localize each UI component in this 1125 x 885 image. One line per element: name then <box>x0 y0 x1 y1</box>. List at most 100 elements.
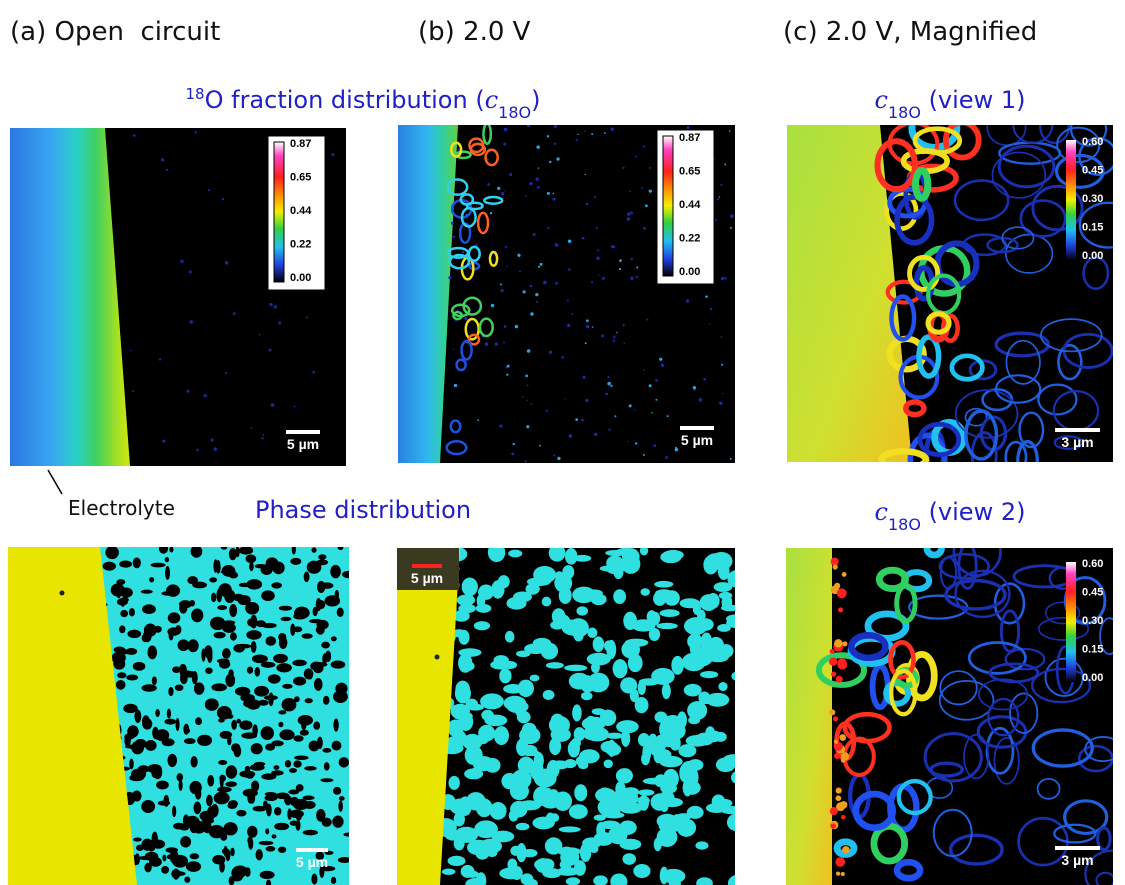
particle <box>458 648 482 657</box>
particle <box>616 548 636 556</box>
pore <box>230 847 235 857</box>
particle <box>508 549 523 558</box>
pore <box>254 667 261 677</box>
pore <box>291 547 296 555</box>
pore <box>219 730 232 739</box>
speck <box>724 277 727 280</box>
speck <box>634 409 636 411</box>
colorbar-tick-label: 0.30 <box>1082 193 1103 205</box>
pore <box>117 672 127 679</box>
speck <box>489 212 493 215</box>
pore <box>323 762 330 771</box>
pore <box>141 799 156 814</box>
pore <box>278 605 293 611</box>
pore <box>245 601 260 615</box>
particle <box>586 715 596 726</box>
particle <box>463 593 474 602</box>
pore <box>162 854 167 862</box>
pore <box>250 763 265 771</box>
particle <box>487 548 506 563</box>
pore <box>261 622 277 629</box>
speck <box>584 130 586 132</box>
speck <box>729 457 732 460</box>
colorbar-tick-label: 0.45 <box>1082 164 1103 176</box>
colorbar <box>1066 140 1076 260</box>
particle <box>715 757 735 773</box>
pore <box>274 822 290 831</box>
loop <box>1054 153 1105 189</box>
speck <box>506 364 510 368</box>
particle <box>491 830 515 843</box>
pore <box>297 714 313 726</box>
particle <box>558 826 581 833</box>
image-panel <box>786 548 1113 885</box>
blob <box>482 125 493 146</box>
pore <box>278 721 284 728</box>
loop <box>1001 226 1035 250</box>
particle <box>460 864 475 878</box>
speck <box>203 394 207 398</box>
pore <box>147 840 156 852</box>
speck <box>610 384 613 388</box>
pore <box>195 717 202 726</box>
particle <box>504 630 515 643</box>
pore <box>132 837 142 842</box>
loop <box>907 254 941 292</box>
loop <box>1004 440 1028 462</box>
particle <box>509 782 529 801</box>
pore <box>141 633 149 643</box>
pore <box>277 846 287 853</box>
pore <box>333 786 342 795</box>
pore <box>233 593 245 602</box>
speck <box>724 163 727 166</box>
speck <box>524 460 527 463</box>
pore <box>164 718 177 725</box>
speck <box>659 357 663 361</box>
loop <box>908 125 961 151</box>
loop <box>916 334 942 379</box>
particle <box>516 843 527 863</box>
edge-dot <box>833 739 839 744</box>
speck <box>514 324 519 329</box>
loop <box>1009 692 1039 734</box>
speck <box>619 259 622 263</box>
colorbar-tick-label: 0.65 <box>290 171 311 183</box>
pore <box>276 663 292 673</box>
particle <box>721 594 733 611</box>
particle <box>642 743 652 762</box>
pore <box>207 775 215 787</box>
speck <box>552 192 555 195</box>
speck <box>623 342 625 344</box>
speck <box>591 133 594 136</box>
pore <box>187 576 198 585</box>
pore <box>250 641 257 653</box>
pore <box>217 786 232 793</box>
colorbar <box>1066 562 1076 682</box>
particle <box>671 655 684 675</box>
particle <box>565 877 581 885</box>
particle <box>506 596 527 610</box>
pore <box>217 587 230 597</box>
pore <box>308 740 320 752</box>
particle <box>590 593 607 606</box>
speck <box>581 418 584 422</box>
pore <box>265 636 277 646</box>
particle <box>684 617 708 635</box>
speck <box>210 438 214 442</box>
loop <box>952 548 1002 577</box>
electrolyte-region <box>787 125 912 462</box>
pore <box>265 879 272 885</box>
edge-dot <box>842 663 847 668</box>
pore <box>193 801 202 815</box>
particle <box>550 620 565 630</box>
speck <box>504 245 507 248</box>
scale-bar-label: 5 µm <box>287 436 319 452</box>
pore <box>190 756 198 768</box>
row-title: 18O fraction distribution (c18O) <box>186 85 541 122</box>
pore <box>321 818 330 824</box>
blob <box>467 333 481 346</box>
subscript: 18O <box>498 103 531 122</box>
speck <box>526 425 530 429</box>
pore <box>294 696 300 703</box>
particle <box>587 627 598 639</box>
